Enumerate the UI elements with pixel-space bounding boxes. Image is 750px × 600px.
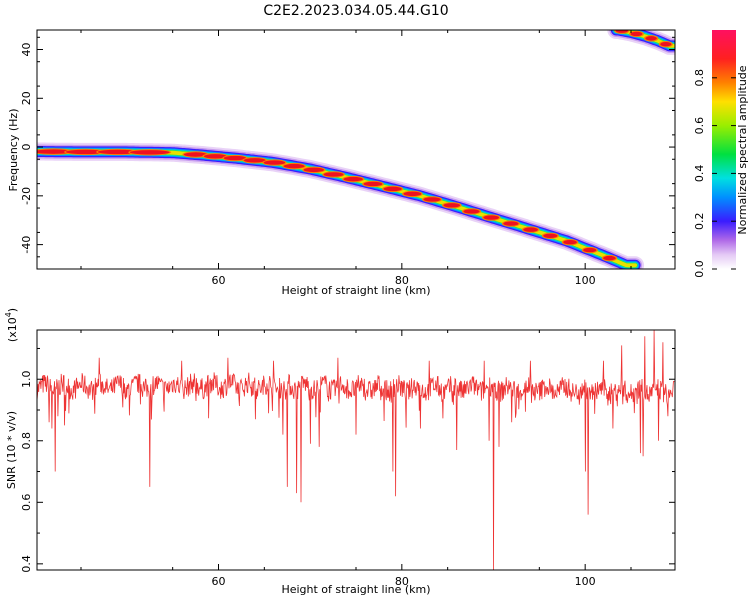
snr-scale-exponent: 4 [4,312,13,317]
y-tick-label: 0 [20,144,33,151]
ridge-peak [243,158,266,163]
x-tick-label: 100 [575,274,596,287]
ridge-peak [615,30,628,33]
y-tick-label: -40 [20,236,33,254]
snr-scale-prefix: (x10 [6,317,19,342]
x-tick-label: 80 [395,575,409,588]
y-tick-label: -20 [20,187,33,205]
colorbar-label: Normalized spectral amplitude [736,65,749,234]
ridge-peak [383,186,402,192]
spectrogram-panel: 60 80 100 -40 -20 0 20 40 Height of straight li… [7,29,676,297]
ridge-peak [323,172,344,177]
ridge-peak [543,233,558,238]
ridge-peak [583,247,597,253]
ridge-peak [630,31,643,37]
spectrogram-ridge [37,30,675,269]
snr-plot-area [37,330,675,570]
ridge-peak [183,152,208,157]
snr-x-label: Height of straight line (km) [281,583,430,596]
colorbar: 0.0 0.2 0.4 0.6 0.8 Normalized spectral ampl… [693,30,749,278]
colorbar-tick-label: 0.8 [693,69,706,87]
ridge-peak [603,255,616,261]
ridge-peak [423,197,441,202]
colorbar-tick-label: 0.4 [693,165,706,183]
y-tick-label: 0.6 [20,494,33,512]
spectrogram-x-label: Height of straight line (km) [281,284,430,297]
y-tick-label: 0.8 [20,432,33,450]
ridge-peak [463,209,480,214]
x-tick-label: 60 [212,274,226,287]
snr-panel: 60 80 100 0.4 0.6 0.8 1.0 Height of straight l… [4,308,676,596]
ridge-peak [303,167,324,173]
colorbar-tick-label: 0.6 [693,117,706,135]
ridge-peak [443,203,461,208]
colorbar-ticks: 0.0 0.2 0.4 0.6 0.8 [693,69,736,278]
x-tick-label: 60 [212,575,226,588]
ridge-peak [283,163,305,169]
snr-series-line [37,330,675,570]
ridge-peak [37,149,74,154]
x-tick-label: 100 [575,575,596,588]
ridge-peak [645,36,657,41]
ridge-peak [203,154,227,159]
colorbar-gradient [712,30,736,269]
y-tick-label: 1.0 [20,370,33,388]
ridge-peak [523,227,538,232]
spectrogram-axes: 60 80 100 -40 -20 0 20 40 [20,30,675,287]
x-tick-label: 80 [395,274,409,287]
ridge-peak [97,149,138,155]
ridge-peak [65,149,106,155]
ridge-peak [363,181,383,187]
ridge-peak [563,240,577,245]
ridge-peak [223,155,247,161]
ridge-peak [129,150,170,155]
ridge-peak [403,191,422,197]
ridge-peak [263,160,286,165]
colorbar-tick-label: 0.2 [693,212,706,230]
y-tick-label: 40 [20,43,33,57]
y-tick-label: 20 [20,91,33,105]
spectrogram-y-label: Frequency (Hz) [7,109,20,192]
ridge-peak [343,176,363,182]
ridge-peak [483,215,500,220]
ridge-peak [660,42,672,47]
y-tick-label: 0.4 [20,555,33,573]
snr-scale-suffix: ) [6,308,19,312]
svg-text:(x104): (x104) [4,308,19,342]
colorbar-tick-label: 0.0 [693,260,706,278]
snr-axes: 60 80 100 0.4 0.6 0.8 1.0 [20,330,675,588]
snr-scale-label: (x104) [4,308,19,342]
figure-title: C2E2.2023.034.05.44.G10 [263,3,448,19]
ridge-peak [503,221,519,226]
snr-y-label: SNR (10 * v/v) [5,411,18,489]
